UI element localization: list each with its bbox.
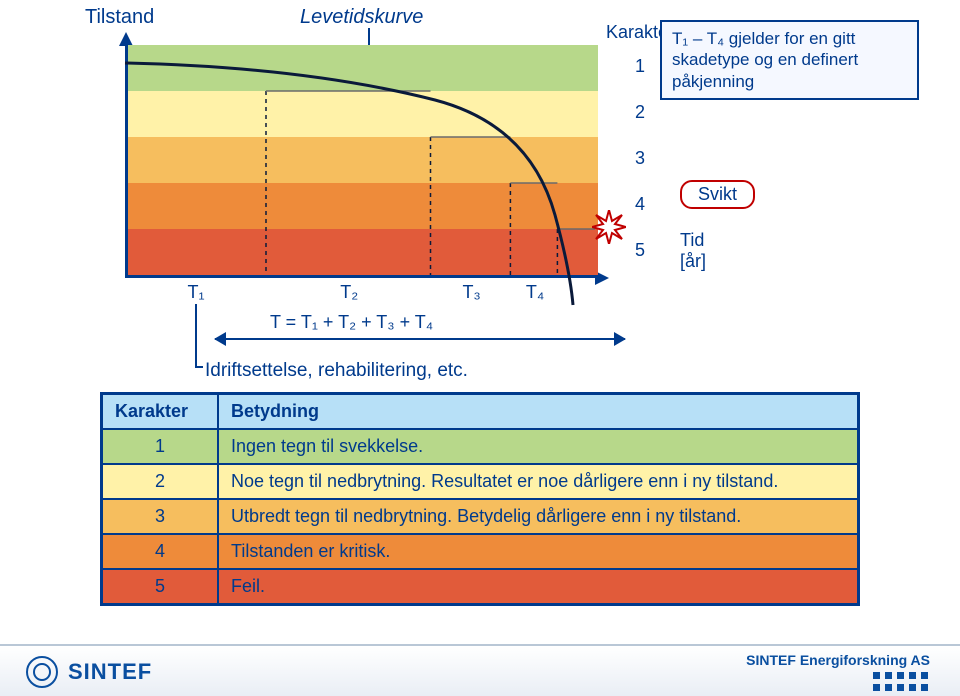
t-marker-label: T₄ [526,282,544,303]
footer-unit: SINTEF Energiforskning AS [746,652,930,668]
dim-arrow-right-icon [614,332,626,346]
t-formula: T = T₁ + T₂ + T₃ + T₄ [270,312,433,333]
table-row: 4Tilstanden er kritisk. [102,534,859,569]
karakter-number: 3 [605,135,675,181]
table-cell-karakter: 3 [102,499,219,534]
y-axis-arrow-icon [119,32,133,46]
footer: SINTEF SINTEF Energiforskning AS [0,644,960,696]
dimension-arrow [215,332,625,346]
idrift-label: Idriftsettelse, rehabilitering, etc. [205,360,468,382]
brand-name: SINTEF [68,659,152,685]
t-marker-label: T₂ [340,282,358,303]
note-box: T₁ – T₄ gjelder for en gitt skadetype og… [660,20,919,100]
footer-right: SINTEF Energiforskning AS [746,652,930,693]
lifetime-diagram: Tilstand Levetidskurve Karakter 12345 T₁… [90,20,650,300]
curve-overlay [125,45,595,275]
table-cell-betydning: Feil. [218,569,859,605]
footer-dots-icon [746,672,930,693]
table-row: 3Utbredt tegn til nedbrytning. Betydelig… [102,499,859,534]
table-row: 5Feil. [102,569,859,605]
brand-logo-icon [26,656,58,688]
table-header-betydning: Betydning [218,394,859,430]
curve-label: Levetidskurve [300,6,423,29]
table-cell-betydning: Noe tegn til nedbrytning. Resultatet er … [218,464,859,499]
table-cell-karakter: 5 [102,569,219,605]
brand-logo: SINTEF [26,656,152,688]
table-cell-karakter: 2 [102,464,219,499]
table-row: 1Ingen tegn til svekkelse. [102,429,859,464]
failure-starburst-icon [592,210,626,249]
table-cell-betydning: Tilstanden er kritisk. [218,534,859,569]
table-cell-karakter: 4 [102,534,219,569]
time-axis-label: Tid [år] [680,230,706,271]
t-marker-label: T₁ [188,282,205,303]
y-axis-label: Tilstand [85,6,154,29]
karakter-table: Karakter Betydning 1Ingen tegn til svekk… [100,392,860,606]
table-cell-betydning: Utbredt tegn til nedbrytning. Betydelig … [218,499,859,534]
slide: Tilstand Levetidskurve Karakter 12345 T₁… [0,0,960,696]
table-cell-karakter: 1 [102,429,219,464]
svikt-label: Svikt [680,180,755,209]
table-header-karakter: Karakter [102,394,219,430]
table-row: 2Noe tegn til nedbrytning. Resultatet er… [102,464,859,499]
table-cell-betydning: Ingen tegn til svekkelse. [218,429,859,464]
t-marker-label: T₃ [462,282,480,303]
idrift-connector [195,304,197,366]
table-header-row: Karakter Betydning [102,394,859,430]
